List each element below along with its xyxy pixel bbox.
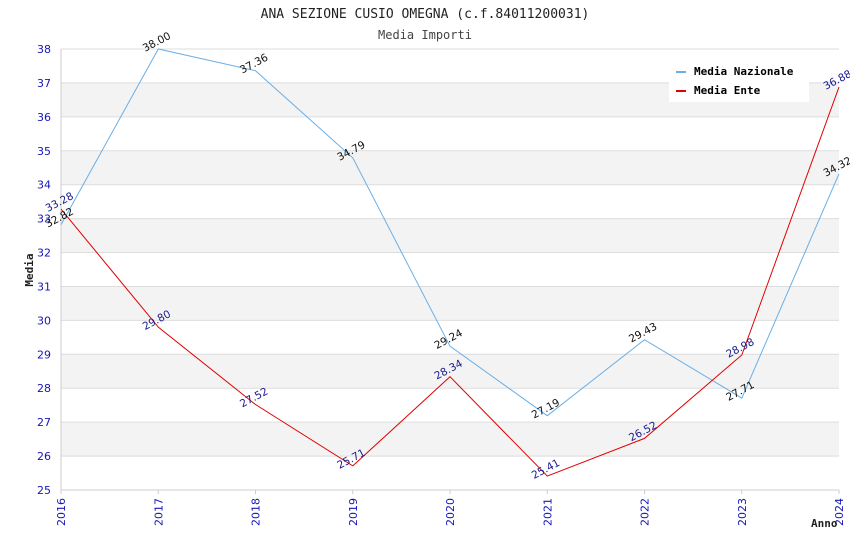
y-tick-label: 32 [37,247,51,260]
y-tick-label: 30 [37,314,51,327]
y-tick-label: 27 [37,416,51,429]
data-label: 37.36 [238,52,270,77]
gridlines [61,48,839,491]
y-tick-label: 33 [37,213,51,226]
x-tick-label: 2019 [347,498,360,526]
x-tick-label: 2016 [55,498,68,526]
y-tick-label: 31 [37,280,51,293]
legend-label-media-nazionale: Media Nazionale [694,65,794,78]
chart-title: ANA SEZIONE CUSIO OMEGNA (c.f.8401120003… [261,7,590,22]
legend-box [669,58,809,102]
series-line-media-nazionale [60,48,840,417]
x-tick-label: 2018 [250,498,263,526]
legend: Media Nazionale Media Ente [669,58,809,102]
data-label: 29.43 [627,321,659,346]
x-axis-label: Anno [811,517,838,530]
grid-band [61,286,839,321]
series-line-media-ente [60,86,840,477]
x-tick-label: 2020 [444,498,457,526]
grid-band [61,150,839,185]
x-tick-label: 2024 [833,498,846,526]
y-tick-label: 28 [37,382,51,395]
x-tick-labels: 2016 2017 2018 2019 2020 2021 2022 2023 2024 [55,490,846,526]
y-tick-label: 34 [37,179,51,192]
series-lines [60,48,840,477]
legend-label-media-ente: Media Ente [694,84,761,97]
y-tick-labels: 25 26 27 28 29 30 31 32 33 34 35 36 37 38 [37,43,51,497]
data-label: 27.52 [238,386,270,411]
y-axis-label: Media [23,253,36,286]
y-tick-label: 35 [37,145,51,158]
data-label: 25.41 [530,457,562,482]
y-tick-label: 26 [37,450,51,463]
data-label: 29.24 [433,327,465,352]
y-tick-label: 25 [37,484,51,497]
grid-band [61,218,839,253]
x-tick-label: 2022 [639,498,652,526]
y-tick-label: 29 [37,348,51,361]
y-tick-label: 36 [37,111,51,124]
x-tick-label: 2017 [152,498,165,526]
y-tick-label: 37 [37,77,51,90]
plot-background-bands [61,82,839,457]
x-tick-label: 2021 [541,498,554,526]
grid-band [61,422,839,457]
x-tick-label: 2023 [736,498,749,526]
data-label: 27.19 [530,397,562,422]
y-tick-label: 38 [37,43,51,56]
chart-subtitle: Media Importi [378,28,472,42]
